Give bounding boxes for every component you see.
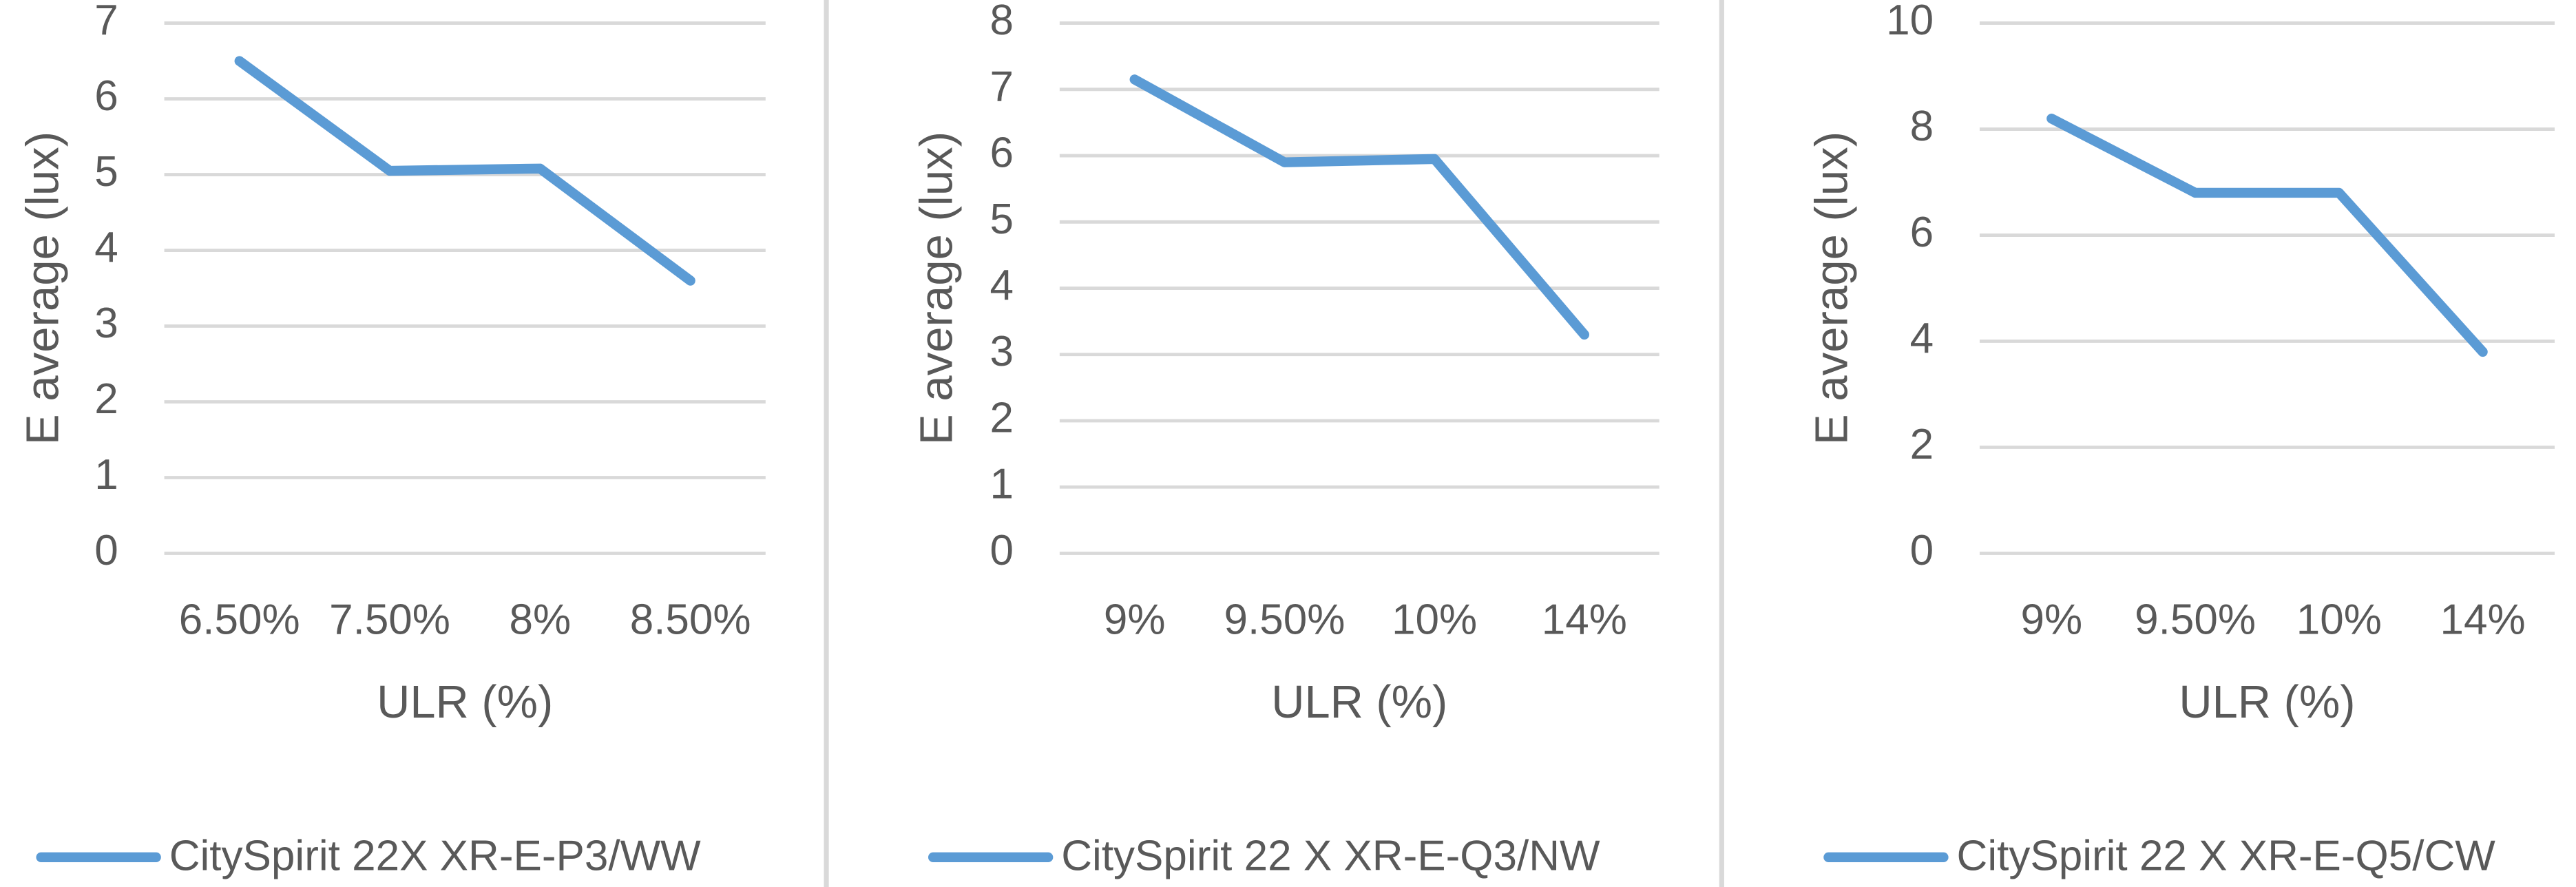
y-tick-label: 3	[990, 328, 1014, 375]
x-axis-title: ULR (%)	[377, 676, 553, 728]
y-tick-label: 4	[990, 262, 1014, 309]
y-tick-label: 8	[1910, 103, 1934, 150]
y-tick-label: 2	[1910, 421, 1934, 468]
legend-label: CitySpirit 22 X XR-E-Q3/NW	[1061, 833, 1600, 880]
x-tick-label: 9.50%	[2135, 596, 2256, 644]
x-tick-label: 14%	[2440, 596, 2526, 644]
y-tick-label: 10	[1886, 0, 1934, 44]
y-tick-label: 2	[990, 394, 1014, 441]
data-line	[2046, 113, 2488, 357]
x-axis-title: ULR (%)	[2179, 676, 2355, 728]
y-tick-label: 4	[1910, 315, 1934, 362]
y-tick-label: 3	[94, 300, 118, 347]
y-tick-label: 5	[94, 148, 118, 196]
x-tick-label: 10%	[2296, 596, 2382, 644]
y-tick-label: 5	[990, 196, 1014, 243]
x-tick-label: 9%	[1104, 596, 1166, 644]
y-tick-label: 7	[990, 63, 1014, 110]
y-axis-title: E average (lux)	[17, 132, 69, 445]
x-tick-label: 8.50%	[630, 596, 751, 644]
y-axis-title: E average (lux)	[1806, 132, 1858, 445]
legend-label: CitySpirit 22 X XR-E-Q5/CW	[1957, 833, 2496, 880]
x-tick-label: 8%	[510, 596, 572, 644]
y-tick-label: 0	[990, 527, 1014, 574]
data-line	[234, 56, 695, 286]
y-tick-label: 4	[94, 224, 118, 271]
y-tick-label: 1	[990, 461, 1014, 508]
x-axis-title: ULR (%)	[1271, 676, 1447, 728]
x-tick-label: 14%	[1542, 596, 1627, 644]
y-axis-title: E average (lux)	[911, 132, 963, 445]
x-tick-label: 9.50%	[1224, 596, 1345, 644]
y-tick-label: 1	[94, 451, 118, 499]
legend-label: CitySpirit 22X XR-E-P3/WW	[169, 833, 701, 880]
y-tick-label: 7	[94, 0, 118, 44]
x-tick-label: 10%	[1392, 596, 1477, 644]
data-line	[1129, 74, 1590, 340]
y-tick-label: 2	[94, 375, 118, 423]
y-tick-label: 6	[990, 129, 1014, 176]
y-tick-label: 6	[1910, 209, 1934, 256]
y-tick-label: 0	[94, 527, 118, 574]
x-tick-label: 9%	[2020, 596, 2082, 644]
x-tick-label: 6.50%	[179, 596, 300, 644]
x-tick-label: 7.50%	[329, 596, 450, 644]
y-tick-label: 6	[94, 72, 118, 120]
y-tick-label: 8	[990, 0, 1014, 44]
y-tick-label: 0	[1910, 527, 1934, 574]
